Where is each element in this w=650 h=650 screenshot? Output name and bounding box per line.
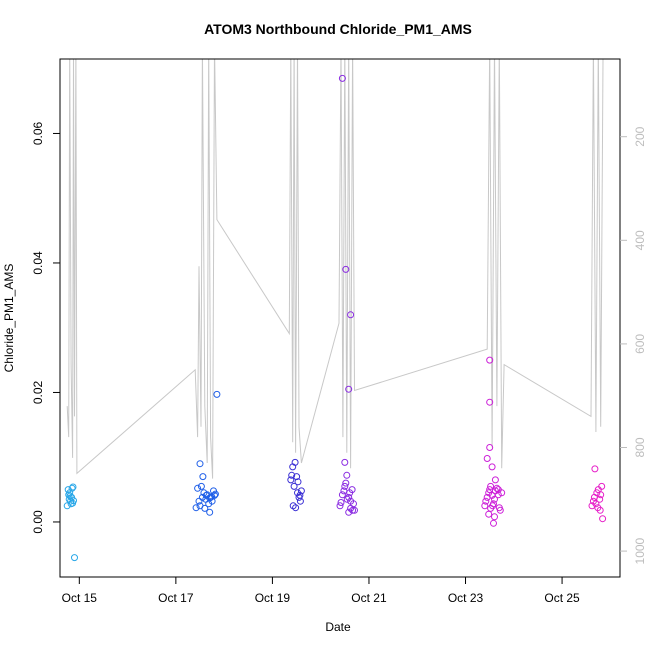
data-point: [343, 471, 351, 479]
data-point: [196, 460, 204, 468]
data-point: [211, 490, 219, 498]
data-point: [293, 473, 301, 481]
data-point: [213, 390, 221, 398]
data-point: [341, 482, 349, 490]
data-point: [487, 482, 495, 490]
y2-tick-label: 200: [633, 126, 647, 146]
data-point: [290, 482, 298, 490]
data-point: [488, 463, 496, 471]
data-point: [592, 500, 600, 508]
data-point: [482, 497, 490, 505]
points-layer: [63, 74, 607, 562]
data-point: [338, 74, 346, 82]
data-point: [67, 497, 75, 505]
data-point: [69, 483, 77, 491]
data-point: [336, 502, 344, 510]
data-point: [483, 455, 491, 462]
data-point: [206, 508, 214, 516]
data-point: [194, 484, 202, 492]
data-point: [599, 515, 607, 523]
data-point: [342, 479, 350, 487]
data-point: [337, 499, 345, 506]
data-point: [341, 458, 349, 466]
data-point: [348, 486, 356, 494]
data-point: [349, 506, 357, 514]
axes-layer: 0.00 0.02 0.04 0.06 Oct 15 Oct 17 Oct 19 Oct 21…: [31, 121, 647, 605]
data-point: [288, 471, 296, 479]
data-point: [591, 465, 599, 473]
data-point: [297, 487, 305, 495]
data-point: [494, 491, 502, 499]
x-tick-label: Oct 15: [62, 591, 98, 605]
data-point: [597, 491, 605, 499]
data-point: [481, 502, 489, 510]
x-tick-label: Oct 17: [158, 591, 194, 605]
y-tick-label: 0.04: [31, 251, 45, 275]
data-point: [596, 506, 604, 514]
data-point: [490, 519, 497, 527]
y2-tick-label: 400: [633, 230, 647, 250]
data-point: [345, 508, 353, 516]
x-axis-label: Date: [325, 620, 351, 634]
data-point: [71, 554, 78, 562]
y-tick-label: 0.02: [31, 380, 45, 404]
data-point: [347, 504, 355, 512]
data-point: [496, 506, 504, 514]
data-point: [486, 356, 494, 364]
data-point: [287, 476, 295, 484]
y-tick-label: 0.06: [31, 121, 45, 145]
data-point: [294, 478, 302, 486]
x-tick-label: Oct 19: [255, 591, 291, 605]
chart-title: ATOM3 Northbound Chloride_PM1_AMS: [204, 21, 472, 37]
x-tick-label: Oct 25: [544, 591, 580, 605]
data-point: [199, 473, 207, 481]
data-point: [494, 486, 502, 494]
data-point: [491, 513, 498, 521]
data-point: [596, 495, 604, 503]
x-tick-label: Oct 21: [351, 591, 387, 605]
y-tick-label: 0.00: [31, 510, 45, 534]
data-point: [491, 476, 499, 484]
data-point: [338, 491, 346, 499]
altitude-line: [66, 59, 604, 479]
data-point: [345, 385, 353, 393]
data-point: [66, 492, 74, 500]
data-point: [342, 265, 350, 273]
data-point: [486, 444, 494, 451]
data-point: [343, 495, 351, 503]
y2-tick-label: 1000: [633, 537, 647, 564]
plot-frame: [59, 58, 621, 578]
y2-tick-label: 800: [633, 437, 647, 457]
data-point: [598, 482, 606, 490]
y2-tick-label: 600: [633, 334, 647, 354]
x-tick-label: Oct 23: [448, 591, 484, 605]
data-point: [491, 495, 498, 503]
data-point: [291, 458, 299, 466]
data-point: [493, 484, 501, 492]
data-point: [70, 497, 77, 505]
data-point: [489, 502, 497, 510]
data-point: [292, 504, 300, 512]
data-point: [206, 494, 214, 502]
data-point: [197, 482, 205, 490]
data-point: [192, 504, 200, 512]
y-axis-label: Chloride_PM1_AMS: [2, 264, 16, 373]
data-point: [345, 493, 353, 501]
altitude-layer: [66, 59, 604, 479]
data-point: [593, 489, 601, 497]
data-point: [66, 489, 74, 497]
data-point: [296, 491, 304, 499]
data-point: [347, 311, 355, 319]
data-point: [486, 398, 494, 406]
data-point: [63, 502, 71, 510]
data-point: [201, 504, 209, 512]
